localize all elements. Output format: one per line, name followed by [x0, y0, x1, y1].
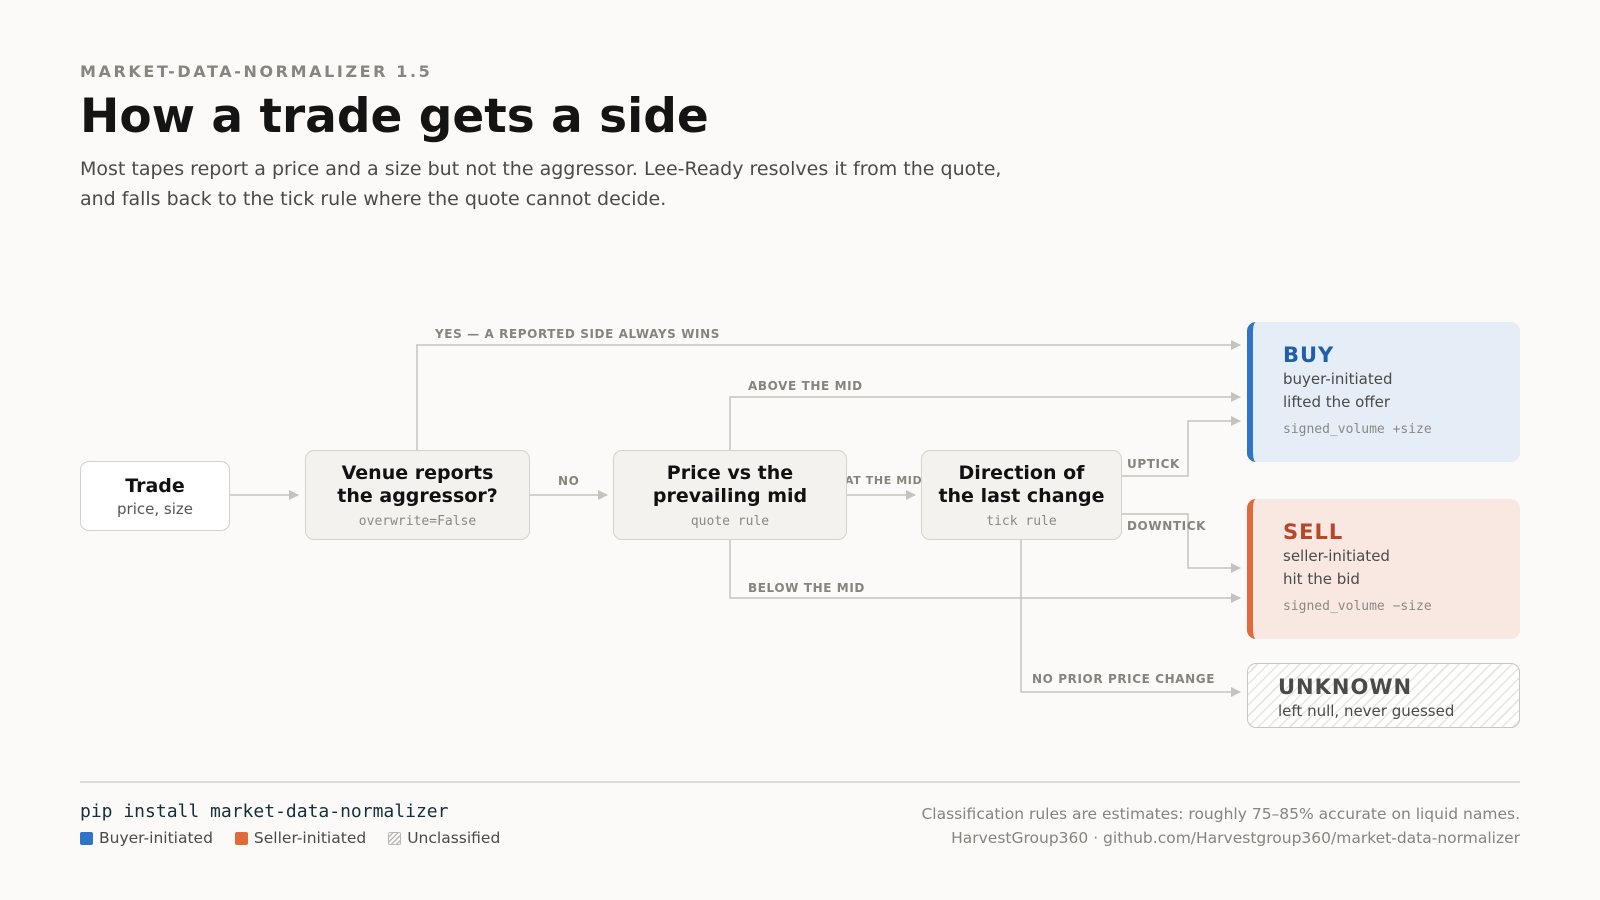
outcome-sell-title: SELL — [1283, 520, 1344, 544]
node-tick-title-1: Direction of — [958, 461, 1085, 484]
legend-swatch-buy — [80, 831, 93, 845]
legend-item-buy: Buyer-initiated — [80, 829, 213, 847]
edge-tick-uptick — [1122, 416, 1241, 477]
node-quote: Price vs the prevailing mid quote rule — [613, 450, 847, 540]
legend-item-unclassified: Unclassified — [388, 829, 500, 847]
edge-tick-downtick — [1122, 513, 1241, 573]
outcome-buy: BUY buyer-initiated lifted the offer sig… — [1247, 322, 1520, 462]
node-tick-title-2: the last change — [938, 484, 1105, 507]
footnote-line-1: Classification rules are estimates: roug… — [921, 805, 1520, 823]
node-trade: Trade price, size — [80, 461, 230, 531]
label-at: AT THE MID — [845, 474, 922, 487]
outcome-buy-code: signed_volume +size — [1283, 422, 1432, 437]
legend-item-sell: Seller-initiated — [234, 829, 367, 847]
node-venue: Venue reports the aggressor? overwrite=F… — [305, 450, 530, 540]
label-above: ABOVE THE MID — [748, 379, 863, 393]
node-trade-title: Trade — [125, 474, 185, 497]
label-no: NO — [558, 474, 579, 488]
footnote-line-2: HarvestGroup360 · github.com/Harvestgrou… — [951, 829, 1520, 847]
node-quote-title-2: prevailing mid — [652, 484, 808, 507]
subtitle: Most tapes report a price and a size but… — [80, 154, 1080, 214]
label-below: BELOW THE MID — [748, 581, 865, 595]
node-tick-code: tick rule — [986, 513, 1057, 529]
outcome-unknown-title: UNKNOWN — [1278, 675, 1413, 699]
label-uptick: UPTICK — [1127, 457, 1180, 471]
legend-label-buy: Buyer-initiated — [99, 829, 213, 847]
subtitle-line-1: Most tapes report a price and a size but… — [80, 158, 1002, 180]
edge-quote-above — [729, 392, 1241, 450]
legend-label-sell: Seller-initiated — [253, 829, 367, 847]
outcome-sell-code: signed_volume −size — [1283, 599, 1432, 614]
outcome-sell-line-2: hit the bid — [1283, 570, 1360, 588]
legend-swatch-unclassified — [388, 831, 402, 845]
label-downtick: DOWNTICK — [1127, 519, 1206, 533]
install-command: pip install market-data-normalizer — [80, 801, 449, 822]
label-no-prior: NO PRIOR PRICE CHANGE — [1032, 672, 1215, 686]
eyebrow: MARKET-DATA-NORMALIZER 1.5 — [80, 62, 433, 81]
subtitle-line-2: and falls back to the tick rule where th… — [80, 188, 667, 210]
outcome-unknown: UNKNOWN left null, never guessed — [1247, 663, 1520, 728]
outcome-sell-line-1: seller-initiated — [1283, 547, 1390, 565]
node-venue-title-2: the aggressor? — [337, 484, 498, 507]
legend-label-unclassified: Unclassified — [407, 829, 501, 847]
node-quote-title-1: Price vs the — [666, 461, 794, 484]
label-yes: YES — A REPORTED SIDE ALWAYS WINS — [434, 327, 720, 341]
edge-tick-no-prior — [1020, 540, 1241, 697]
node-tick: Direction of the last change tick rule — [921, 450, 1122, 540]
legend-swatch-sell — [234, 831, 248, 845]
node-trade-sub: price, size — [117, 499, 193, 518]
node-venue-title-1: Venue reports — [341, 461, 494, 484]
footer-divider — [80, 781, 1520, 783]
legend: Buyer-initiated Seller-initiated Unclass… — [80, 829, 500, 847]
node-quote-code: quote rule — [690, 513, 770, 529]
outcome-buy-title: BUY — [1283, 343, 1335, 367]
outcome-buy-line-2: lifted the offer — [1283, 393, 1391, 411]
page-title: How a trade gets a side — [80, 89, 709, 144]
outcome-unknown-line-1: left null, never guessed — [1278, 702, 1455, 720]
outcome-buy-line-1: buyer-initiated — [1283, 370, 1393, 388]
outcome-sell: SELL seller-initiated hit the bid signed… — [1247, 499, 1520, 639]
node-venue-code: overwrite=False — [358, 513, 477, 529]
edge-quote-below — [729, 540, 1241, 603]
footnote: Classification rules are estimates: roug… — [921, 802, 1520, 850]
edge-venue-yes — [416, 340, 1241, 450]
